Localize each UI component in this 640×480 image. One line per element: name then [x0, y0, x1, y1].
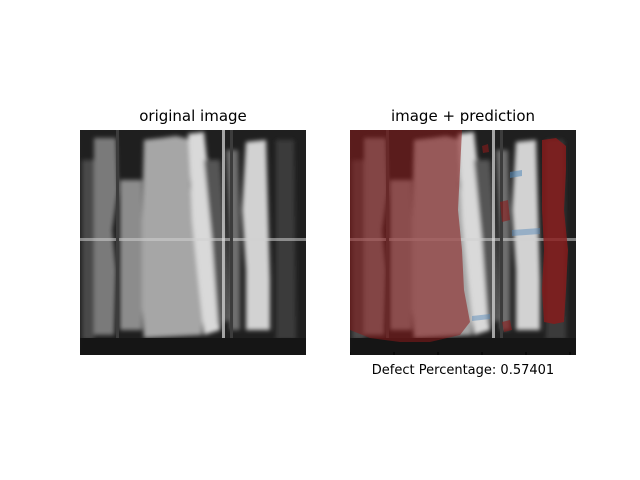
defect-mask-spot-3 — [502, 320, 512, 332]
secondary-mask-3 — [472, 314, 490, 321]
prediction-image — [350, 130, 576, 355]
prediction-image-panel — [350, 130, 576, 355]
defect-mask-spot-2 — [482, 144, 489, 153]
busbar-horizontal — [350, 238, 576, 241]
original-image — [80, 130, 306, 355]
defect-percentage-label: Defect Percentage: — [371, 363, 497, 378]
prediction-image-title: image + prediction — [390, 107, 536, 125]
busbar-middle — [492, 130, 495, 355]
secondary-mask-2 — [512, 228, 540, 236]
cell-texture — [82, 132, 296, 340]
bottom-edge — [80, 338, 306, 355]
defect-mask-main — [350, 130, 470, 342]
busbar-horizontal — [80, 238, 306, 241]
busbar-left — [116, 130, 119, 355]
busbar-right — [230, 130, 233, 355]
original-image-panel — [80, 130, 306, 355]
original-image-title: original image — [139, 107, 247, 125]
defect-mask-right — [542, 138, 568, 324]
defect-percentage-value: 0.57401 — [500, 363, 555, 378]
busbar-middle — [222, 130, 225, 355]
busbar-right — [500, 130, 503, 355]
defect-overlay — [350, 130, 568, 342]
secondary-mask-1 — [510, 170, 522, 178]
bottom-edge — [350, 338, 576, 355]
tick-marks — [350, 352, 571, 355]
defect-percentage-caption: Defect Percentage: 0.57401 — [340, 362, 586, 380]
defect-mask-spot-1 — [500, 200, 510, 222]
